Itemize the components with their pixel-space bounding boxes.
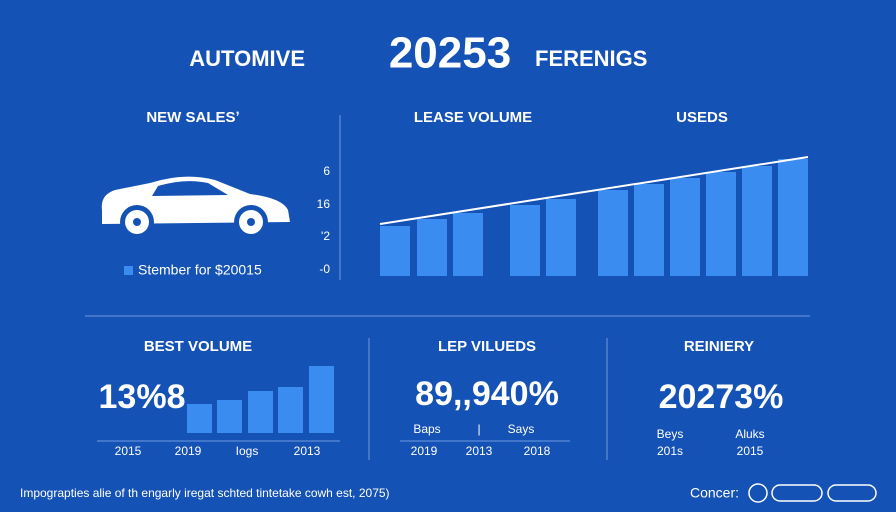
y-axis-label: 6: [323, 164, 330, 178]
x-tick-label: Iogs: [236, 444, 259, 458]
stat-year: 201s: [657, 444, 683, 458]
chart-title: LEASE VOLUME: [414, 109, 532, 126]
stat-label: Says: [508, 422, 535, 436]
bar: [706, 172, 736, 276]
stat-label: Baps: [413, 422, 440, 436]
y-axis-label: -0: [319, 262, 330, 276]
x-tick-label: 2019: [175, 444, 202, 458]
x-tick-label: 2013: [294, 444, 321, 458]
stat-label: Aluks: [735, 427, 764, 441]
y-axis-label: 16: [317, 197, 331, 211]
title-left: AUTOMIVE: [189, 46, 305, 71]
legend-swatch: [124, 266, 133, 275]
bar: [187, 404, 212, 433]
stat-heading: LEP VILUEDS: [438, 338, 536, 355]
bar: [634, 184, 664, 276]
chart-subtitle: USEDS: [676, 109, 728, 126]
bar: [598, 190, 628, 276]
bar: [217, 400, 242, 433]
bar: [742, 166, 772, 276]
bar: [510, 205, 540, 276]
stat-value: 13%8: [99, 378, 186, 416]
bar: [278, 387, 303, 433]
bar: [453, 213, 483, 276]
bar: [670, 178, 700, 276]
bar: [248, 391, 273, 433]
stat-year: 2013: [466, 444, 493, 458]
stat-year: 2019: [411, 444, 438, 458]
title-right: FERENIGS: [535, 46, 647, 71]
title-year: 20253: [389, 29, 511, 78]
y-axis-label: '2: [321, 229, 330, 243]
footer-brand: Concer:: [690, 485, 739, 501]
stat-value: 89,,940%: [415, 375, 559, 413]
bar: [380, 226, 410, 276]
trend-line: [379, 156, 809, 225]
stat-label: Beys: [657, 427, 684, 441]
brand-logos: [748, 483, 877, 503]
bar: [309, 366, 334, 433]
stat-year: 2018: [524, 444, 551, 458]
chart-title: BEST VOLUME: [144, 338, 252, 355]
bar: [417, 219, 447, 276]
bar: [546, 199, 576, 276]
panel-heading: NEW SALESʼ: [146, 109, 239, 126]
x-tick-label: 2015: [115, 444, 142, 458]
footer-note: Impograpties alie of th engarly iregat s…: [20, 486, 390, 500]
bar: [778, 159, 808, 276]
stat-value: 20273%: [659, 378, 784, 416]
legend-text: Stember for $20015: [138, 262, 262, 278]
stat-year: 2015: [737, 444, 764, 458]
car-icon: [101, 176, 290, 239]
stat-heading: REINIERY: [684, 338, 754, 355]
stat-label: |: [477, 422, 480, 436]
